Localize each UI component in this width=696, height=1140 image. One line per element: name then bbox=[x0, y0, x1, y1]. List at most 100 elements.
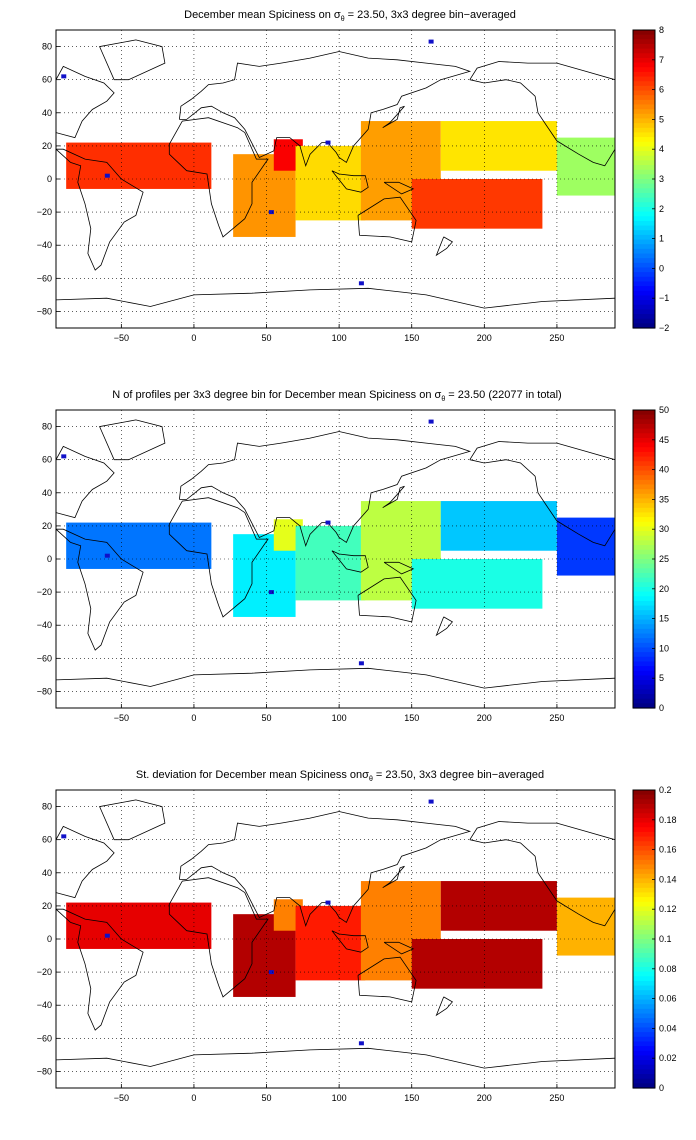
x-tick-label: −50 bbox=[114, 333, 129, 343]
colorbar-step bbox=[633, 698, 655, 704]
colorbar-step bbox=[633, 656, 655, 663]
colorbar-step bbox=[633, 624, 655, 630]
colorbar-step bbox=[633, 109, 655, 115]
colorbar-step bbox=[633, 647, 655, 653]
colorbar-step bbox=[633, 883, 655, 889]
y-tick-label: −20 bbox=[37, 967, 52, 977]
colorbar-step bbox=[633, 470, 655, 476]
colorbar-step bbox=[633, 419, 655, 425]
colorbar-step bbox=[633, 197, 655, 203]
colorbar-tick-label: 0.06 bbox=[659, 994, 677, 1004]
colorbar-step bbox=[633, 43, 655, 50]
colorbar-tick-label: 0.2 bbox=[659, 785, 672, 795]
colorbar-step bbox=[633, 272, 655, 278]
y-tick-label: 60 bbox=[42, 75, 52, 85]
colorbar-tick-label: 45 bbox=[659, 435, 669, 445]
colorbar-tick-label: 1 bbox=[659, 234, 664, 244]
colorbar-step bbox=[633, 1032, 655, 1038]
colorbar-step bbox=[633, 813, 655, 819]
x-tick-label: 100 bbox=[332, 333, 347, 343]
colorbar-step bbox=[633, 605, 655, 611]
colorbar-tick-label: 5 bbox=[659, 673, 664, 683]
colorbar-step bbox=[633, 586, 655, 593]
title-profile-count: N of profiles per 3x3 degree bin for Dec… bbox=[112, 389, 561, 403]
colorbar-tick-label: 25 bbox=[659, 554, 669, 564]
colorbar-step bbox=[633, 234, 655, 241]
coastline-6 bbox=[331, 550, 369, 573]
y-tick-label: 0 bbox=[47, 554, 52, 564]
stray-bin-2 bbox=[325, 900, 331, 905]
colorbar-step bbox=[633, 873, 655, 880]
colorbar-step bbox=[633, 600, 655, 607]
colorbar-tick-label: 0 bbox=[659, 1083, 664, 1093]
colorbar-step bbox=[633, 503, 655, 509]
colorbar-step bbox=[633, 146, 655, 152]
y-tick-label: −40 bbox=[37, 1000, 52, 1010]
colorbar-tick-label: 0.14 bbox=[659, 874, 677, 884]
y-tick-label: −20 bbox=[37, 207, 52, 217]
colorbar-step bbox=[633, 948, 655, 954]
coastline-1 bbox=[55, 445, 115, 519]
colorbar-step bbox=[633, 428, 655, 434]
stray-bin-5 bbox=[428, 39, 434, 44]
colorbar-step bbox=[633, 680, 655, 686]
colorbar-step bbox=[633, 591, 655, 597]
colorbar-step bbox=[633, 104, 655, 110]
coastline-5 bbox=[357, 196, 417, 243]
stray-bin-4 bbox=[358, 661, 364, 666]
heatmap-region-6 bbox=[440, 881, 557, 931]
colorbar-step bbox=[633, 568, 655, 574]
colorbar-step bbox=[633, 836, 655, 842]
colorbar-step bbox=[633, 1050, 655, 1057]
colorbar-step bbox=[633, 81, 655, 87]
coastline-11 bbox=[435, 616, 454, 637]
colorbar-step bbox=[633, 230, 655, 236]
stray-bin-3 bbox=[268, 970, 274, 975]
colorbar-step bbox=[633, 689, 655, 695]
colorbar-step bbox=[633, 141, 655, 148]
panel-spiciness: December mean Spiciness on σθ = 23.50, 3… bbox=[37, 9, 670, 343]
coastline-10 bbox=[469, 61, 616, 167]
colorbar-step bbox=[633, 239, 655, 245]
colorbar-step bbox=[633, 290, 655, 297]
colorbar-step bbox=[633, 822, 655, 828]
coastline-8 bbox=[382, 105, 405, 129]
stray-bin-2 bbox=[325, 520, 331, 525]
coastline-5 bbox=[357, 576, 417, 623]
title-std-deviation: St. deviation for December mean Spicines… bbox=[136, 769, 544, 783]
colorbar-step bbox=[633, 675, 655, 681]
colorbar-step bbox=[633, 841, 655, 847]
x-tick-label: 0 bbox=[191, 333, 196, 343]
colorbar-step bbox=[633, 831, 655, 838]
x-tick-label: 250 bbox=[549, 1093, 564, 1103]
colorbar-tick-label: 4 bbox=[659, 144, 664, 154]
colorbar-step bbox=[633, 859, 655, 866]
heatmap-region-6 bbox=[440, 501, 557, 551]
colorbar-step bbox=[633, 1064, 655, 1070]
y-tick-label: 60 bbox=[42, 455, 52, 465]
colorbar-step bbox=[633, 827, 655, 833]
y-tick-label: 20 bbox=[42, 901, 52, 911]
y-tick-label: −60 bbox=[37, 1033, 52, 1043]
colorbar-step bbox=[633, 192, 655, 199]
x-tick-label: 250 bbox=[549, 333, 564, 343]
colorbar-step bbox=[633, 915, 655, 921]
colorbar-step bbox=[633, 971, 655, 977]
colorbar-step bbox=[633, 1022, 655, 1029]
coastline-1 bbox=[55, 825, 115, 899]
colorbar-step bbox=[633, 892, 655, 898]
colorbar-step bbox=[633, 925, 655, 931]
colorbar-step bbox=[633, 554, 655, 560]
coastline-3 bbox=[168, 497, 269, 618]
colorbar-tick-label: 15 bbox=[659, 614, 669, 624]
colorbar-step bbox=[633, 160, 655, 166]
coastline-0 bbox=[55, 528, 144, 651]
colorbar-step bbox=[633, 596, 655, 602]
stray-bin-3 bbox=[268, 210, 274, 215]
colorbar-step bbox=[633, 53, 655, 59]
y-tick-label: −40 bbox=[37, 620, 52, 630]
colorbar-step bbox=[633, 225, 655, 231]
x-tick-label: 150 bbox=[404, 713, 419, 723]
heatmap-region-0 bbox=[66, 142, 212, 189]
colorbar-step bbox=[633, 962, 655, 968]
